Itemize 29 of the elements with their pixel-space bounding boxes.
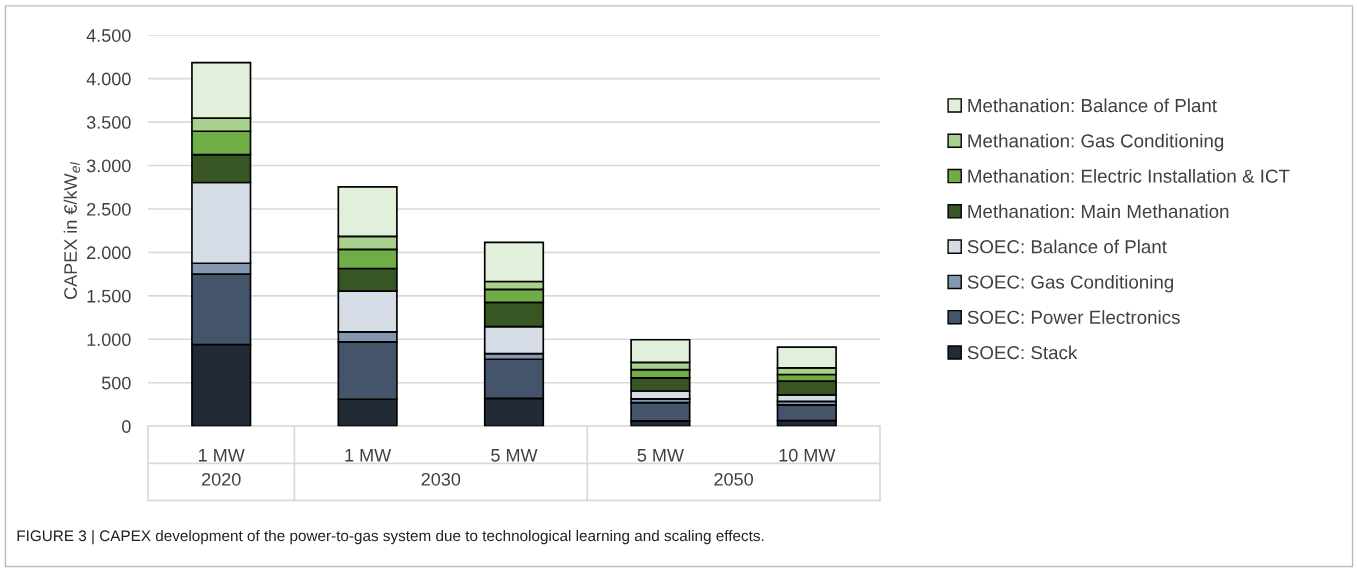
x-tick-label: 5 MW — [491, 449, 538, 462]
y-tick-label: 2.500 — [87, 202, 131, 216]
caption: FIGURE 3 | CAPEX development of the power-to-gas system due to technological learning and scaling effects. — [17, 529, 764, 545]
y-tick-label: 3.000 — [86, 159, 131, 173]
x-tick-label: 10 MW — [779, 448, 836, 462]
legend-label: Methanation: Balance of Plant — [968, 98, 1217, 113]
bar — [630, 401, 691, 422]
legend-label: SOEC: Balance of Plant — [967, 239, 1167, 254]
x-tick-label: 5 MW — [637, 449, 684, 462]
legend-label: Methanation: Main Methanation — [968, 204, 1229, 219]
x-tick-label: 1 MW — [345, 449, 392, 462]
y-tick-label: 4.000 — [86, 72, 131, 86]
legend-label: SOEC: Gas Conditioning — [967, 274, 1174, 293]
text: 2050 — [714, 472, 753, 486]
y-tick-label: 0 — [122, 420, 131, 433]
y-tick-label: 500 — [101, 376, 131, 390]
x-tick-label: 1 MW — [199, 449, 245, 462]
y-axis-title: CAPEX in €/kW$_{el}$ — [63, 162, 80, 300]
legend-label: Methanation: Electric Installation & ICT — [968, 169, 1290, 183]
legend-label: Methanation: Gas Conditioning — [968, 133, 1224, 152]
y-tick-label: 1.000 — [87, 333, 131, 347]
y-tick-label: 4.500 — [86, 29, 131, 42]
text: 2030 — [421, 472, 461, 486]
legend-label: SOEC: Stack — [967, 345, 1078, 360]
y-tick-label: 3.500 — [86, 116, 131, 129]
y-tick-label: 2.000 — [87, 246, 131, 260]
text: 2020 — [202, 472, 241, 486]
legend-label: SOEC: Power Electronics — [967, 310, 1180, 324]
y-tick-label: 1.500 — [87, 289, 131, 303]
